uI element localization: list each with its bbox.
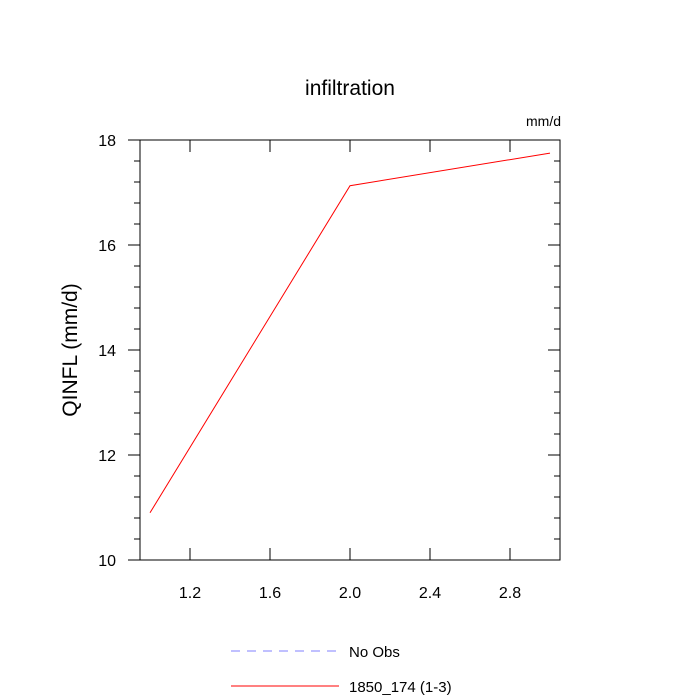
y-tick-label: 16 xyxy=(98,238,116,255)
plot-frame xyxy=(139,139,561,561)
tick-labels: 1.2 1.6 2.0 2.4 2.8 10 12 14 16 18 xyxy=(98,133,521,602)
legend-label: No Obs xyxy=(349,644,400,661)
legend-label: 1850_174 (1-3) xyxy=(349,679,452,696)
y-tick-label: 18 xyxy=(98,133,116,150)
y-axis-label: QINFL (mm/d) xyxy=(59,283,82,416)
units-label: mm/d xyxy=(526,113,561,129)
ticks xyxy=(128,139,560,561)
x-tick-label: 2.8 xyxy=(499,585,521,602)
y-tick-label: 10 xyxy=(98,553,116,570)
chart-title: infiltration xyxy=(305,77,395,100)
y-tick-label: 12 xyxy=(98,448,116,465)
x-tick-label: 2.4 xyxy=(419,585,441,602)
x-tick-label: 2.0 xyxy=(339,585,361,602)
legend: No Obs 1850_174 (1-3) xyxy=(231,644,452,696)
y-tick-label: 14 xyxy=(98,343,116,360)
x-tick-label: 1.2 xyxy=(179,585,201,602)
x-tick-label: 1.6 xyxy=(259,585,281,602)
plot-lines xyxy=(149,152,551,514)
series-line xyxy=(149,152,551,514)
